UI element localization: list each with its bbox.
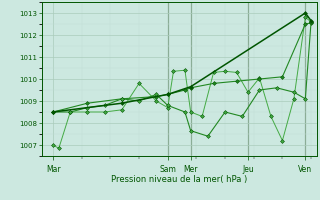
X-axis label: Pression niveau de la mer( hPa ): Pression niveau de la mer( hPa ) — [111, 175, 247, 184]
